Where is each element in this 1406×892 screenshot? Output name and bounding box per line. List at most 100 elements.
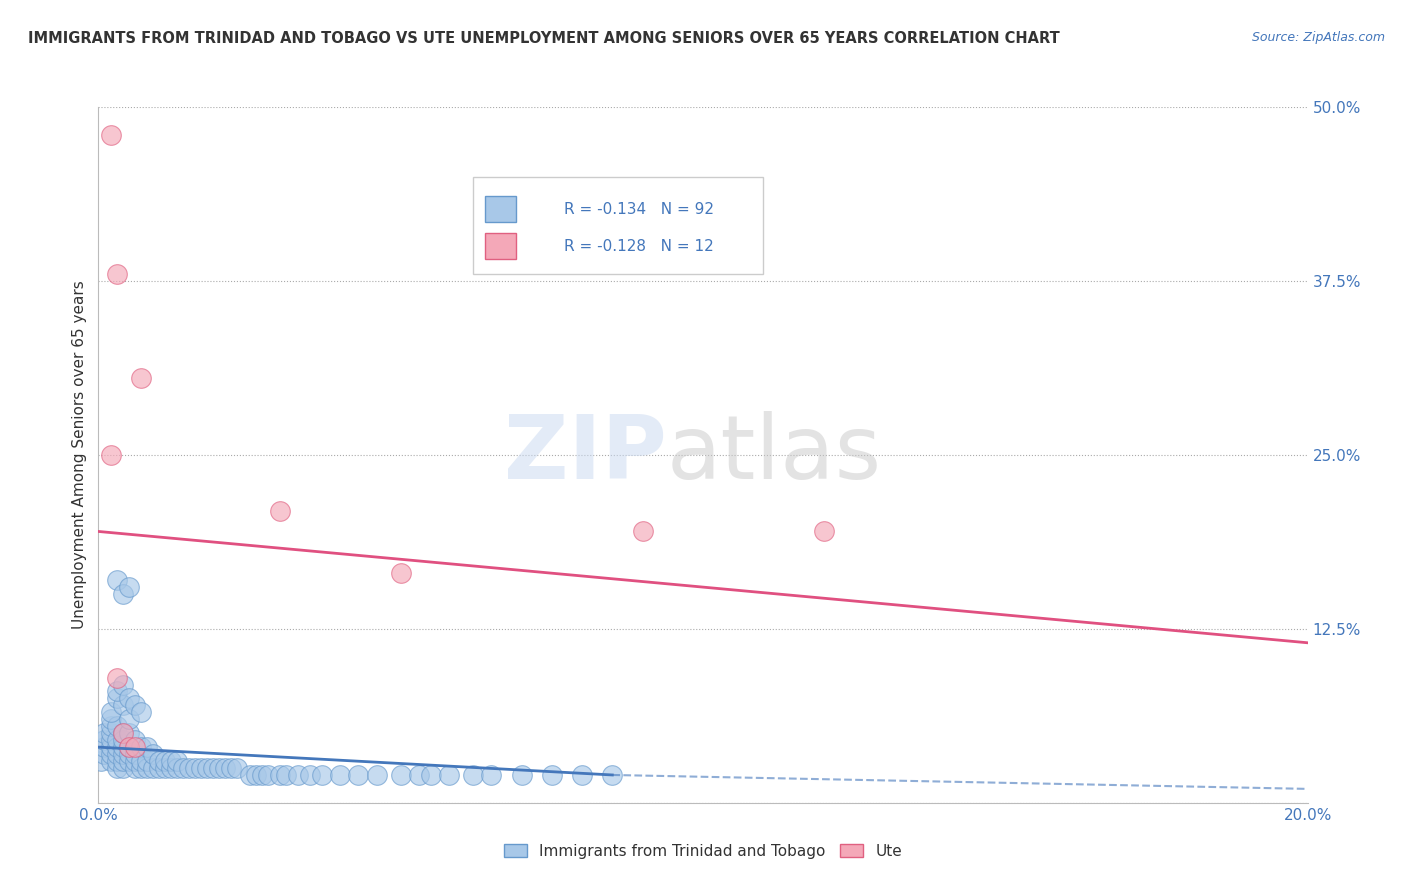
Point bbox=[245, 768, 267, 782]
Point bbox=[221, 761, 243, 775]
Point bbox=[100, 726, 122, 740]
Point bbox=[111, 740, 134, 755]
Point bbox=[160, 761, 183, 775]
Point bbox=[100, 719, 122, 733]
Point bbox=[274, 768, 297, 782]
Point bbox=[135, 754, 157, 768]
Point bbox=[179, 761, 201, 775]
Point bbox=[202, 761, 225, 775]
Text: ZIP: ZIP bbox=[503, 411, 666, 499]
Point bbox=[118, 747, 141, 761]
Point bbox=[93, 726, 115, 740]
Point bbox=[184, 761, 207, 775]
Point bbox=[226, 761, 249, 775]
Point bbox=[118, 726, 141, 740]
Point bbox=[153, 754, 176, 768]
Point bbox=[111, 747, 134, 761]
Point bbox=[129, 740, 152, 755]
Point bbox=[166, 761, 188, 775]
Point bbox=[100, 128, 122, 142]
Point bbox=[111, 733, 134, 747]
Point bbox=[463, 768, 485, 782]
Point bbox=[135, 740, 157, 755]
Point bbox=[100, 733, 122, 747]
Point bbox=[124, 754, 146, 768]
Point bbox=[172, 761, 194, 775]
Point bbox=[510, 768, 533, 782]
Text: R = -0.134   N = 92: R = -0.134 N = 92 bbox=[564, 202, 714, 217]
Point bbox=[111, 726, 134, 740]
Text: IMMIGRANTS FROM TRINIDAD AND TOBAGO VS UTE UNEMPLOYMENT AMONG SENIORS OVER 65 YE: IMMIGRANTS FROM TRINIDAD AND TOBAGO VS U… bbox=[28, 31, 1060, 46]
Point bbox=[105, 719, 128, 733]
Point bbox=[160, 754, 183, 768]
Point bbox=[256, 768, 278, 782]
Point bbox=[571, 768, 593, 782]
Point bbox=[118, 754, 141, 768]
Point bbox=[214, 761, 236, 775]
Point bbox=[124, 740, 146, 755]
Point bbox=[269, 503, 291, 517]
Point bbox=[540, 768, 562, 782]
Point bbox=[93, 740, 115, 755]
Point bbox=[142, 761, 165, 775]
Point bbox=[118, 691, 141, 706]
FancyBboxPatch shape bbox=[485, 195, 516, 222]
Point bbox=[437, 768, 460, 782]
Point bbox=[100, 754, 122, 768]
Point bbox=[111, 726, 134, 740]
Text: atlas: atlas bbox=[666, 411, 882, 499]
Point bbox=[111, 761, 134, 775]
Point bbox=[190, 761, 212, 775]
Point bbox=[129, 371, 152, 385]
Point bbox=[90, 754, 112, 768]
Point bbox=[366, 768, 388, 782]
Point bbox=[100, 740, 122, 755]
Point bbox=[93, 733, 115, 747]
Point bbox=[105, 747, 128, 761]
Point bbox=[142, 747, 165, 761]
Point bbox=[93, 747, 115, 761]
Text: R = -0.128   N = 12: R = -0.128 N = 12 bbox=[564, 239, 714, 253]
Point bbox=[105, 671, 128, 685]
Point bbox=[389, 768, 412, 782]
Point bbox=[347, 768, 370, 782]
Point bbox=[124, 733, 146, 747]
Point bbox=[311, 768, 333, 782]
Point bbox=[239, 768, 262, 782]
Point bbox=[269, 768, 291, 782]
Point bbox=[129, 754, 152, 768]
Text: Source: ZipAtlas.com: Source: ZipAtlas.com bbox=[1251, 31, 1385, 45]
Legend: Immigrants from Trinidad and Tobago, Ute: Immigrants from Trinidad and Tobago, Ute bbox=[498, 838, 908, 864]
Point bbox=[105, 691, 128, 706]
Point bbox=[124, 761, 146, 775]
FancyBboxPatch shape bbox=[474, 177, 763, 274]
Point bbox=[195, 761, 218, 775]
Point bbox=[100, 448, 122, 462]
Point bbox=[631, 524, 654, 539]
Point bbox=[105, 733, 128, 747]
Point bbox=[111, 677, 134, 691]
Point bbox=[100, 712, 122, 726]
Point bbox=[105, 684, 128, 698]
Y-axis label: Unemployment Among Seniors over 65 years: Unemployment Among Seniors over 65 years bbox=[72, 281, 87, 629]
Point bbox=[105, 573, 128, 587]
Point bbox=[148, 761, 170, 775]
Point bbox=[813, 524, 835, 539]
Point bbox=[118, 740, 141, 755]
Point bbox=[100, 747, 122, 761]
Point bbox=[135, 761, 157, 775]
Point bbox=[287, 768, 309, 782]
Point bbox=[118, 580, 141, 594]
Point bbox=[118, 712, 141, 726]
Point bbox=[129, 761, 152, 775]
Point bbox=[124, 747, 146, 761]
Point bbox=[129, 706, 152, 720]
Point bbox=[250, 768, 273, 782]
Point bbox=[208, 761, 231, 775]
Point bbox=[118, 740, 141, 755]
Point bbox=[420, 768, 443, 782]
Point bbox=[299, 768, 322, 782]
Point bbox=[105, 740, 128, 755]
Point bbox=[148, 754, 170, 768]
FancyBboxPatch shape bbox=[485, 233, 516, 259]
